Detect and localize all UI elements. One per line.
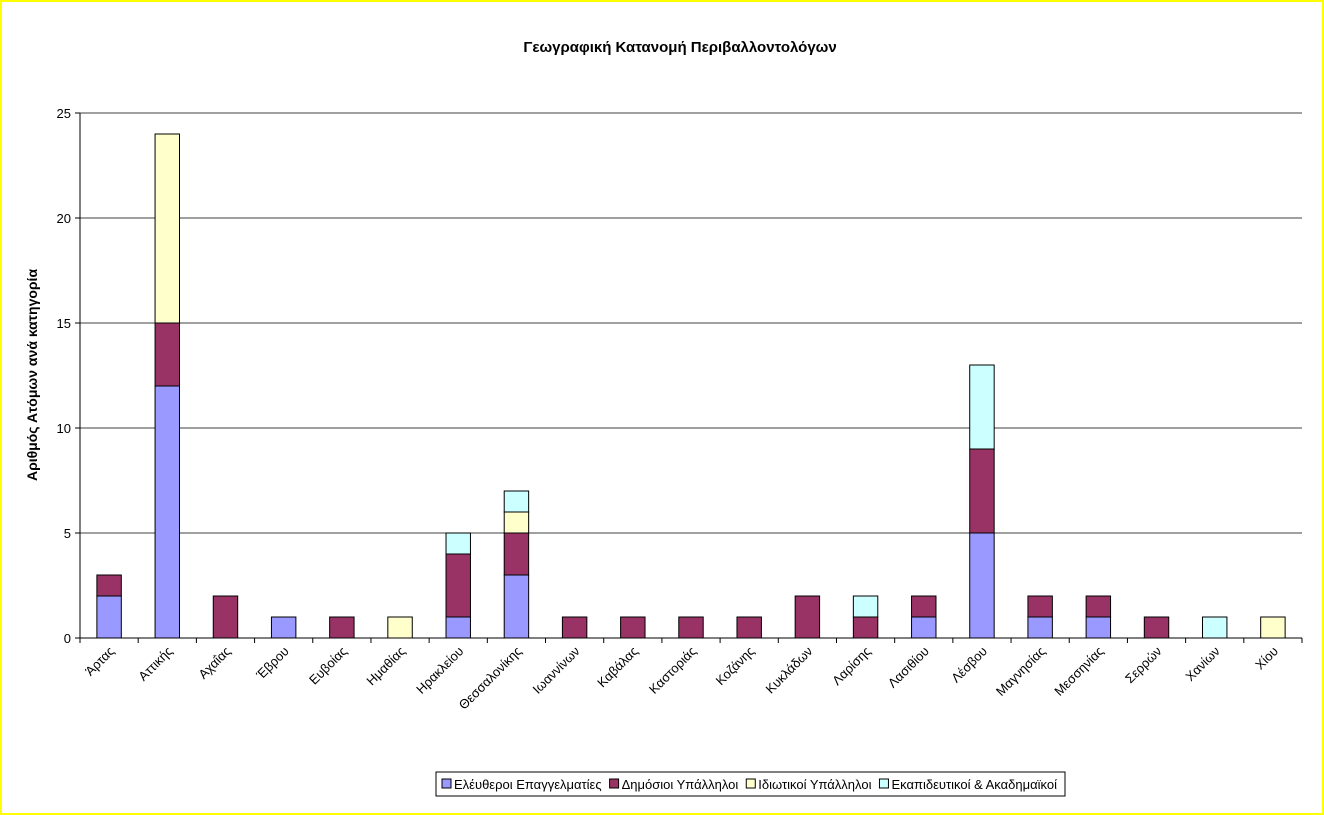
y-tick-label: 20 xyxy=(57,211,71,226)
bar-segment xyxy=(387,616,413,639)
bar-segment xyxy=(736,616,762,639)
bar-segment xyxy=(969,364,995,450)
bar-segment xyxy=(154,385,181,639)
y-tick-label: 10 xyxy=(57,421,71,436)
bar-segment xyxy=(678,616,704,639)
y-tick-label: 15 xyxy=(57,316,71,331)
bar-segment xyxy=(1085,616,1112,639)
bar-segment xyxy=(154,133,181,324)
legend-swatch xyxy=(609,778,620,789)
bar-segment xyxy=(852,616,879,639)
bar-segment xyxy=(503,511,530,534)
legend-swatch xyxy=(441,778,452,789)
bar-segment xyxy=(270,616,297,639)
bar-segment xyxy=(445,616,471,639)
bar-segment xyxy=(96,574,122,597)
bar-segment xyxy=(445,553,471,618)
bar-segment xyxy=(911,616,937,639)
bar-segment xyxy=(1201,616,1228,639)
y-tick-label: 0 xyxy=(64,631,71,646)
legend-label: Εκαπιδευτικοί & Ακαδημαϊκοί xyxy=(891,777,1057,792)
bar-segment xyxy=(1085,595,1112,618)
bar-segment xyxy=(445,532,471,555)
bar-segment xyxy=(561,616,588,639)
bar-segment xyxy=(620,616,646,639)
bar-segment xyxy=(96,595,122,639)
bar-segment xyxy=(1027,616,1053,639)
bar-segment xyxy=(212,595,239,639)
bar-segment xyxy=(911,595,937,618)
bar-segment xyxy=(1143,616,1170,639)
legend-swatch xyxy=(878,778,889,789)
y-axis-label: Αριθμός Ατόμων ανά κατηγορία xyxy=(24,269,40,481)
bar-segment xyxy=(329,616,355,639)
chart-title: Γεωγραφική Κατανομή Περιβαλλοντολόγων xyxy=(523,39,836,56)
bar-segment xyxy=(969,532,995,639)
y-tick-label: 25 xyxy=(57,106,71,121)
legend-label: Δημόσιοι Υπάλληλοι xyxy=(622,777,739,792)
y-tick-label: 5 xyxy=(64,526,71,541)
bar-segment xyxy=(503,532,530,576)
legend-label: Ελέυθεροι Επαγγελματίες xyxy=(454,777,602,792)
bar-segment xyxy=(503,490,530,513)
bar-segment xyxy=(503,574,530,639)
bar-segment xyxy=(1027,595,1053,618)
bar-segment xyxy=(852,595,879,618)
legend-label: Ιδιωτικοί Υπάλληλοι xyxy=(758,777,871,792)
bar-segment xyxy=(794,595,821,639)
bar-segment xyxy=(1260,616,1286,639)
bar-segment xyxy=(154,322,181,387)
legend-swatch xyxy=(745,778,756,789)
bar-segment xyxy=(969,448,995,534)
